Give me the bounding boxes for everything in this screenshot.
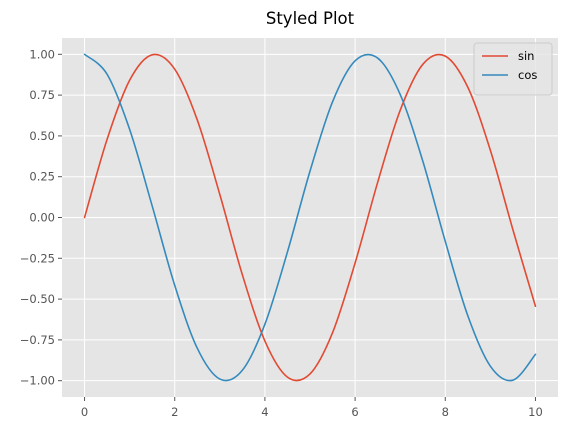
y-tick-label: 0.75 [29, 88, 55, 102]
x-axis: 0 2 4 6 8 10 [81, 397, 543, 419]
y-tick-label: 0.50 [29, 129, 55, 143]
legend-label-sin: sin [518, 49, 534, 63]
y-tick-label: −1.00 [20, 374, 55, 388]
y-tick-label: −0.25 [20, 251, 55, 265]
legend-box [473, 42, 553, 96]
legend: sin cos [473, 42, 553, 96]
x-tick-label: 4 [261, 405, 268, 419]
series-line-cos [83, 53, 537, 382]
x-tick-label: 0 [81, 405, 88, 419]
series-lines [83, 53, 537, 382]
y-tick-label: 1.00 [29, 47, 55, 61]
y-tick-label: 0.00 [29, 211, 55, 225]
legend-label-cos: cos [518, 68, 537, 82]
chart-title: Styled Plot [266, 9, 355, 28]
y-tick-label: 0.25 [29, 170, 55, 184]
grid-lines [62, 38, 558, 397]
x-tick-label: 8 [442, 405, 449, 419]
x-tick-label: 10 [528, 405, 543, 419]
y-axis: 1.00 0.75 0.50 0.25 0.00 −0.25 −0.50 −0.75 −1.00 [20, 47, 62, 388]
x-tick-label: 2 [171, 405, 178, 419]
y-tick-label: −0.50 [20, 292, 55, 306]
y-tick-label: −0.75 [20, 333, 55, 347]
x-tick-label: 6 [351, 405, 358, 419]
series-line-sin [83, 53, 537, 382]
